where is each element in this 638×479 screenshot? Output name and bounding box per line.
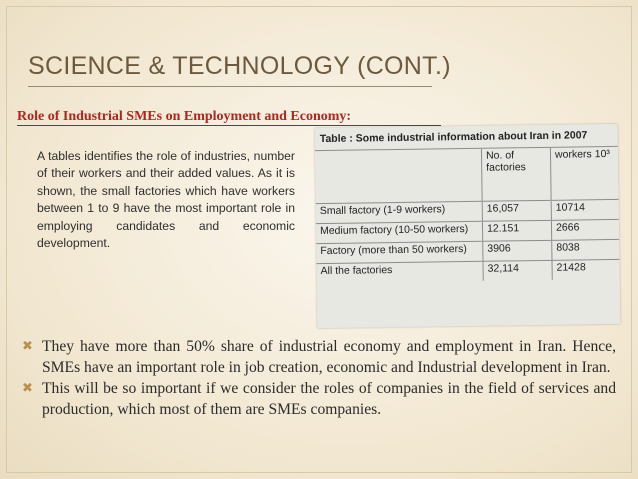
table-cell: 3906 <box>482 240 552 262</box>
table-cell: 21428 <box>551 259 620 280</box>
bullet-text: This will be so important if we consider… <box>42 380 616 418</box>
table-cell: Medium factory (10-50 workers) <box>315 221 483 244</box>
bullet-item: ✖ They have more than 50% share of indus… <box>22 336 616 378</box>
table-cell: Small factory (1-9 workers) <box>315 201 483 224</box>
table-header-cell: workers 10³ <box>550 146 619 201</box>
subtitle-underline <box>17 125 441 126</box>
table-cell: 32,114 <box>482 260 553 281</box>
table-cell: 8038 <box>551 239 620 261</box>
table-cell: 16,057 <box>482 200 552 222</box>
x-bullet-icon: ✖ <box>22 381 33 396</box>
table-caption: Table : Some industrial information abou… <box>319 129 588 146</box>
table-row: All the factories 32,114 21428 <box>316 259 620 284</box>
bullet-list: ✖ They have more than 50% share of indus… <box>22 336 616 420</box>
bullet-text: They have more than 50% share of industr… <box>42 338 616 376</box>
x-bullet-icon: ✖ <box>22 339 33 354</box>
table-header-row: No. of factories workers 10³ <box>314 146 619 204</box>
table-header-cell: No. of factories <box>481 147 552 202</box>
slide-title: SCIENCE & TECHNOLOGY (CONT.) <box>28 52 451 80</box>
table-header-cell <box>314 148 483 204</box>
table-cell: Factory (more than 50 workers) <box>316 241 483 264</box>
section-subtitle: Role of Industrial SMEs on Employment an… <box>17 109 352 124</box>
table-grid: No. of factories workers 10³ Small facto… <box>314 146 620 284</box>
table-cell: All the factories <box>316 261 484 284</box>
title-divider <box>28 86 432 87</box>
industrial-info-table: Table : Some industrial information abou… <box>314 123 621 329</box>
table-cell: 12.151 <box>482 220 552 242</box>
slide-frame <box>6 6 632 473</box>
table-cell: 2666 <box>551 219 620 241</box>
intro-paragraph: A tables identifies the role of industri… <box>37 149 295 251</box>
bullet-item: ✖ This will be so important if we consid… <box>22 378 616 420</box>
table-cell: 10714 <box>551 199 619 221</box>
